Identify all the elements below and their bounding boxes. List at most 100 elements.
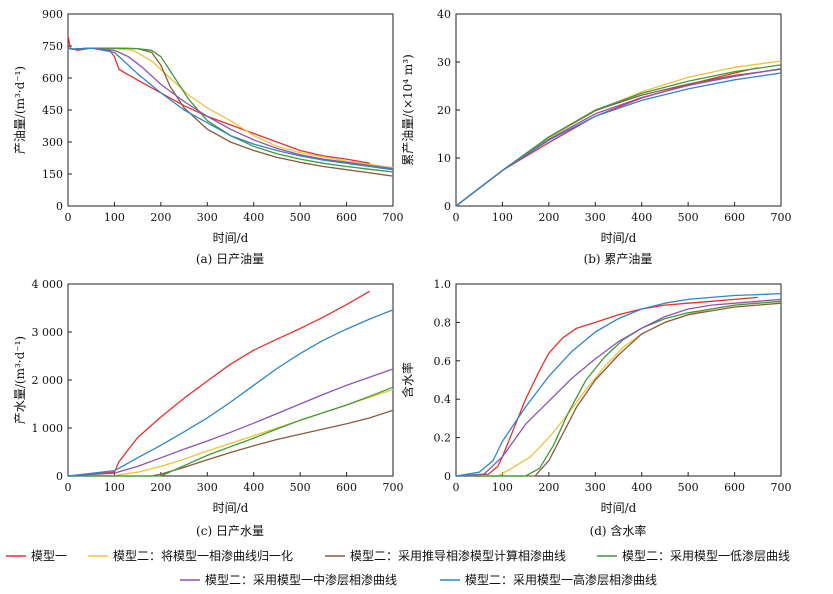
legend-item-m1: 模型一 — [6, 549, 67, 563]
x-tick-label: 100 — [104, 211, 125, 224]
y-tick-label: 0.2 — [434, 432, 452, 445]
y-axis-label: 产油量/(m³·d⁻¹) — [13, 66, 27, 154]
x-tick-label: 100 — [492, 211, 513, 224]
y-tick-label: 10 — [437, 152, 451, 165]
x-tick-label: 600 — [336, 481, 357, 494]
x-tick-label: 600 — [724, 211, 745, 224]
x-tick-label: 400 — [631, 211, 652, 224]
plot-frame — [455, 283, 782, 477]
x-tick-label: 300 — [197, 211, 218, 224]
y-tick-label: 0 — [56, 200, 63, 213]
x-tick-label: 0 — [453, 211, 460, 224]
series-line-m2d — [455, 68, 782, 207]
y-tick-label: 0 — [444, 200, 451, 213]
x-tick-label: 200 — [538, 481, 559, 494]
y-tick-label: 600 — [42, 72, 63, 85]
x-tick-label: 200 — [538, 211, 559, 224]
series-line-m2b — [456, 302, 782, 477]
legend: 模型一 模型二：将模型一相渗曲线归一化 模型二：采用推导相渗模型计算相渗曲线 模型二：… — [6, 548, 790, 587]
series-line-m2d — [67, 47, 394, 170]
y-tick-label: 0 — [56, 470, 63, 483]
y-tick-label: 1 000 — [32, 422, 64, 435]
series-line-m2b — [68, 409, 394, 477]
y-tick-label: 0.8 — [434, 316, 452, 329]
chart-caption: (d) 含水率 — [590, 523, 647, 538]
y-tick-label: 450 — [42, 104, 63, 117]
x-axis-label: 时间/d — [601, 231, 637, 245]
x-axis-label: 时间/d — [213, 501, 249, 515]
series-line-m2c — [67, 47, 394, 173]
series-line-m2b — [455, 68, 782, 207]
chart-a: 0 100 200 300 400 500 600 700 0 150 300 450 600 750 90… — [13, 8, 404, 266]
x-axis-label: 时间/d — [601, 501, 637, 515]
series-line-m2c — [456, 300, 782, 477]
y-axis-label: 含水率 — [400, 362, 415, 398]
y-tick-label: 900 — [42, 8, 63, 21]
legend-label: 模型一 — [31, 549, 67, 563]
chart-caption: (b) 累产油量 — [584, 252, 653, 266]
chart-b: 0 100 200 300 400 500 600 700 0 10 20 30 40 时间/d 累产油量/… — [401, 8, 792, 266]
legend-item-m2d: 模型二：采用模型一中渗层相渗曲线 — [180, 572, 397, 587]
legend-item-m2a: 模型二：将模型一相渗曲线归一化 — [88, 548, 293, 563]
legend-label: 模型二：采用模型一高渗层相渗曲线 — [465, 572, 657, 587]
y-tick-label: 30 — [437, 56, 451, 69]
x-tick-label: 600 — [724, 481, 745, 494]
series-line-m1 — [455, 67, 758, 207]
y-tick-label: 2 000 — [32, 374, 64, 387]
x-tick-label: 0 — [453, 481, 460, 494]
x-tick-label: 700 — [771, 211, 792, 224]
series-line-m1 — [67, 35, 370, 164]
y-tick-label: 150 — [42, 168, 63, 181]
legend-label: 模型二：采用模型一中渗层相渗曲线 — [205, 572, 397, 587]
series-line-m2d — [67, 368, 394, 477]
x-tick-label: 500 — [290, 481, 311, 494]
legend-label: 模型二：采用推导相渗模型计算相渗曲线 — [350, 548, 566, 563]
chart-d: 0 100 200 300 400 500 600 700 0 0.2 0.4 0.6 0.8 1.0 时间… — [400, 278, 792, 538]
x-tick-label: 300 — [197, 481, 218, 494]
series-line-m2c — [455, 64, 782, 207]
series-line-m2e — [455, 72, 782, 207]
legend-label: 模型二：采用模型一低渗层曲线 — [622, 548, 790, 563]
y-tick-label: 0.4 — [434, 393, 452, 406]
series-line-m2e — [67, 47, 394, 171]
y-tick-label: 0.6 — [434, 355, 452, 368]
x-tick-label: 200 — [150, 481, 171, 494]
x-tick-label: 300 — [585, 211, 606, 224]
chart-caption: (a) 日产油量 — [196, 252, 264, 266]
x-tick-label: 400 — [243, 481, 264, 494]
legend-item-m2c: 模型二：采用模型一低渗层曲线 — [597, 548, 790, 563]
y-axis-label: 累产油量/(×10⁴ m³) — [401, 54, 415, 166]
series-line-m2c — [68, 386, 394, 477]
x-tick-label: 100 — [104, 481, 125, 494]
y-tick-label: 4 000 — [32, 278, 64, 291]
series-line-m1 — [455, 296, 758, 477]
plot-frame — [455, 13, 782, 207]
y-tick-label: 1.0 — [434, 278, 452, 291]
y-tick-label: 3 000 — [32, 326, 64, 339]
x-tick-label: 0 — [65, 211, 72, 224]
series-line-m2a — [67, 47, 394, 169]
y-tick-label: 0 — [444, 470, 451, 483]
x-tick-label: 600 — [336, 211, 357, 224]
x-tick-label: 300 — [585, 481, 606, 494]
x-tick-label: 500 — [678, 211, 699, 224]
x-tick-label: 400 — [631, 481, 652, 494]
x-tick-label: 700 — [771, 481, 792, 494]
series-line-m2d — [455, 298, 782, 477]
chart-caption: (c) 日产水量 — [196, 524, 264, 538]
x-tick-label: 100 — [492, 481, 513, 494]
series-line-m2e — [455, 292, 782, 477]
legend-label: 模型二：将模型一相渗曲线归一化 — [113, 548, 293, 563]
plot-frame — [67, 13, 394, 207]
y-tick-label: 750 — [42, 40, 63, 53]
series-line-m2e — [67, 309, 394, 477]
x-tick-label: 200 — [150, 211, 171, 224]
series-line-m2b — [67, 47, 394, 177]
legend-item-m2e: 模型二：采用模型一高渗层相渗曲线 — [440, 572, 657, 587]
y-tick-label: 300 — [42, 136, 63, 149]
legend-item-m2b: 模型二：采用推导相渗模型计算相渗曲线 — [325, 548, 566, 563]
x-tick-label: 700 — [383, 211, 404, 224]
y-tick-label: 40 — [437, 8, 451, 21]
x-tick-label: 500 — [290, 211, 311, 224]
